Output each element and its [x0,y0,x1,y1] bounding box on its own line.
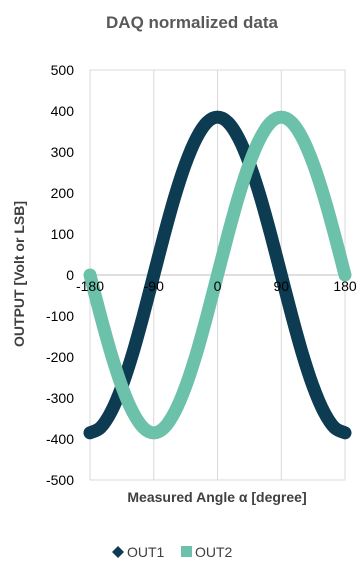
x-tick-label: 180 [333,278,357,294]
x-tick-label: -90 [144,278,164,294]
legend-label-out2: OUT2 [195,544,233,560]
legend-square-icon [181,546,192,557]
y-axis-title: OUTPUT [Volt or LSB] [11,201,27,347]
series-group [83,110,352,440]
grid [89,69,346,481]
legend: OUT1 OUT2 [112,544,233,560]
y-tick-label: -100 [46,308,74,324]
x-tick-label: 90 [273,278,289,294]
y-tick-label: 400 [51,103,75,119]
series-line-out2 [83,110,352,440]
y-tick-label: -400 [46,431,74,447]
y-tick-labels: 500 400 300 200 100 0 -100 -200 -300 -400 -500 [46,62,74,488]
x-tick-label: 0 [214,278,222,294]
legend-label-out1: OUT1 [127,544,165,560]
y-tick-label: 100 [51,226,75,242]
y-tick-label: -300 [46,390,74,406]
y-tick-label: 200 [51,185,75,201]
chart-title: DAQ normalized data [106,13,278,32]
x-tick-labels: -180 -90 0 90 180 [76,278,357,294]
x-axis-title: Measured Angle α [degree] [127,489,306,505]
y-tick-label: 300 [51,144,75,160]
y-tick-label: 500 [51,62,75,78]
y-tick-label: 0 [66,267,74,283]
legend-diamond-icon [112,546,124,558]
x-tick-label: -180 [76,278,104,294]
series-line-out1 [83,110,352,440]
y-tick-label: -200 [46,349,74,365]
y-tick-label: -500 [46,472,74,488]
